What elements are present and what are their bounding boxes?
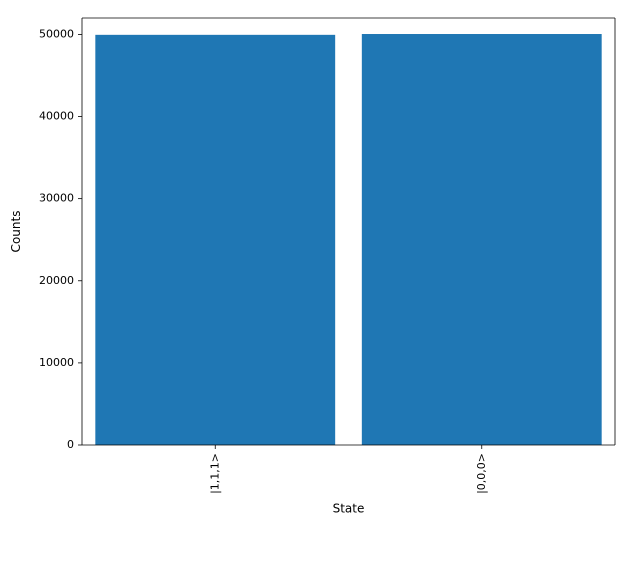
- y-tick-label: 20000: [39, 274, 74, 287]
- bar: [95, 35, 335, 445]
- x-axis-label: State: [333, 501, 365, 515]
- y-axis-label: Counts: [9, 211, 23, 253]
- bar-chart: 0 10000 20000 30000 40000 50000 |1,1,1> |0,0,0>…: [0, 0, 635, 562]
- y-tick-label: 30000: [39, 192, 74, 205]
- y-tick-label: 10000: [39, 356, 74, 369]
- x-tick-label: |0,0,0>: [475, 453, 488, 494]
- bar: [362, 34, 602, 445]
- y-tick-label: 40000: [39, 110, 74, 123]
- y-tick-label: 50000: [39, 27, 74, 40]
- y-tick-label: 0: [67, 438, 74, 451]
- x-tick-label: |1,1,1>: [208, 453, 221, 494]
- chart-container: 0 10000 20000 30000 40000 50000 |1,1,1> |0,0,0>…: [0, 0, 635, 562]
